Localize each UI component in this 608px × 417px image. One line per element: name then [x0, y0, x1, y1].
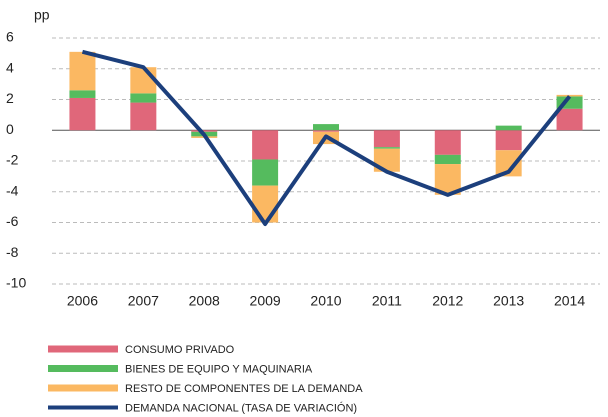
y-tick-label: -8 [6, 244, 19, 260]
bar-segment [252, 159, 279, 186]
x-tick-label: 2012 [432, 293, 463, 309]
y-tick-label: -4 [6, 182, 19, 198]
bar-segment [373, 147, 400, 149]
legend-swatch [48, 405, 118, 410]
bar-segment [373, 130, 400, 148]
x-tick-label: 2014 [554, 293, 585, 309]
bar-segment [556, 108, 583, 131]
legend-swatch [48, 384, 118, 392]
bar-segment [252, 185, 279, 223]
bar-segment [495, 125, 522, 131]
legend-label: RESTO DE COMPONENTES DE LA DEMANDA [125, 383, 363, 395]
x-tick-label: 2008 [189, 293, 220, 309]
legend-swatch [48, 365, 118, 372]
y-tick-label: -2 [6, 152, 19, 168]
legend-label: DEMANDA NACIONAL (TASA DE VARIACIÓN) [125, 401, 357, 414]
bar-segment [191, 130, 218, 132]
x-tick-label: 2009 [250, 293, 281, 309]
x-tick-label: 2007 [128, 293, 159, 309]
x-tick-label: 2013 [493, 293, 524, 309]
y-tick-label: 4 [6, 59, 14, 75]
line-series [81, 49, 572, 227]
y-tick-label: 2 [6, 90, 14, 106]
bar-segment [130, 67, 157, 94]
bar-segment [69, 51, 96, 91]
bar-segment [313, 124, 339, 131]
y-tick-label: -10 [6, 275, 26, 291]
bar-segment [69, 97, 96, 131]
y-tick-label: -6 [6, 213, 19, 229]
x-tick-label: 2011 [372, 293, 402, 309]
y-tick-label: 6 [6, 29, 14, 45]
x-tick-label: 2006 [67, 293, 98, 309]
bar-segment [313, 130, 339, 132]
legend-swatch [48, 345, 118, 353]
y-axis-label: pp [34, 7, 50, 23]
bar-segment [130, 102, 157, 131]
legend-label: BIENES DE EQUIPO Y MAQUINARIA [125, 363, 313, 375]
bar-segment [556, 94, 583, 97]
legend-label: CONSUMO PRIVADO [125, 344, 235, 356]
bar-segment [252, 130, 279, 160]
bar-segment [130, 93, 157, 103]
y-tick-label: 0 [6, 121, 14, 137]
bar-segment [495, 130, 522, 151]
bar-segment [434, 130, 461, 155]
bar-segment [434, 154, 461, 165]
bar-segment [69, 90, 96, 98]
x-tick-label: 2010 [310, 293, 341, 309]
